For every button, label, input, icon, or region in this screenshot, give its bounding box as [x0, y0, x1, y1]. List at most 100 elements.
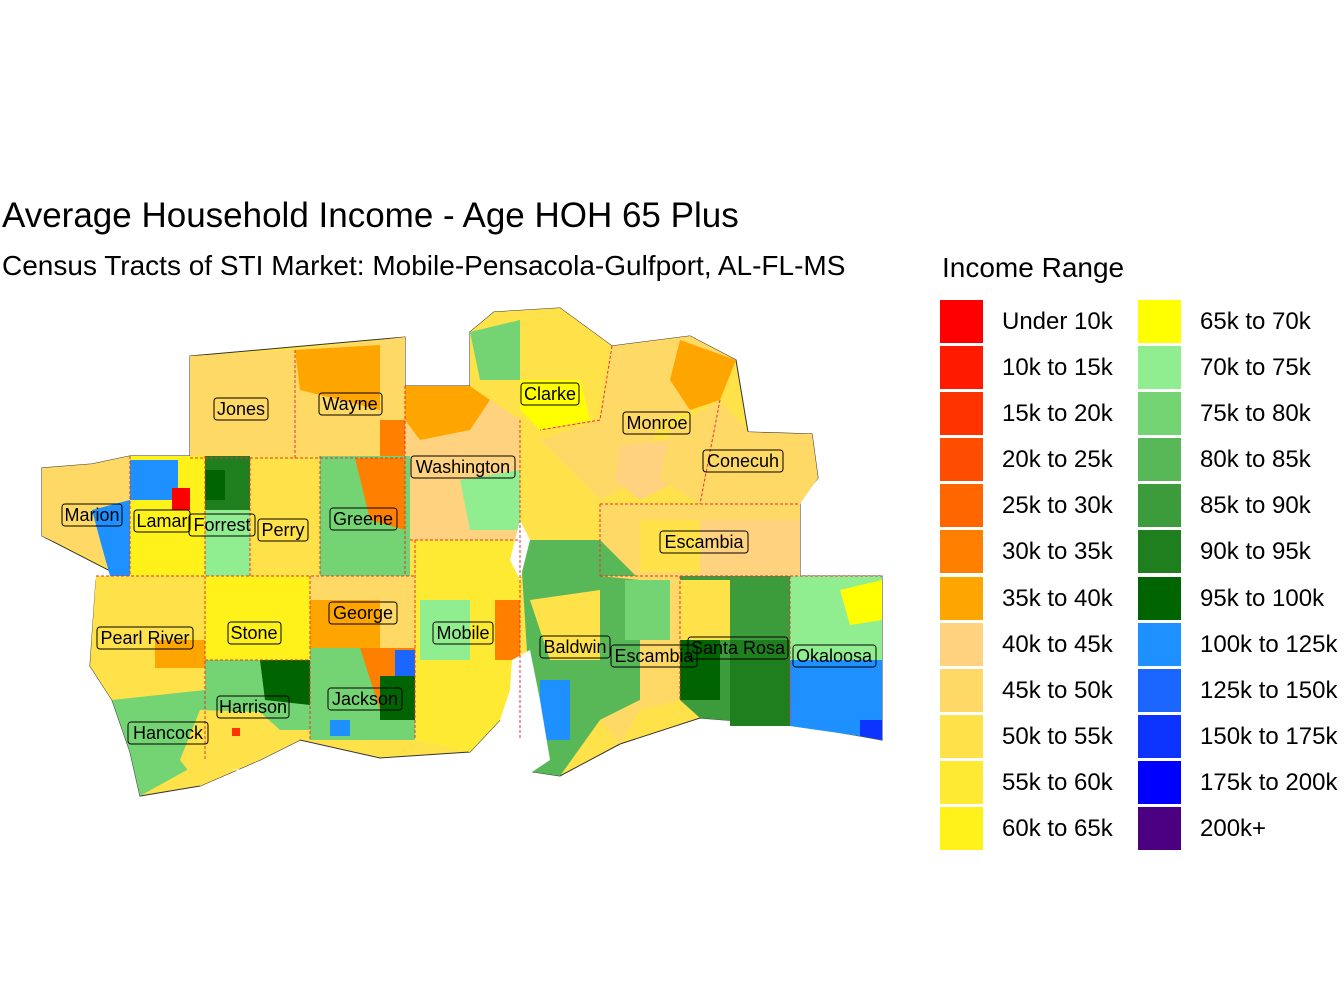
county-regions [42, 308, 882, 796]
county-label-wayne: Wayne [318, 392, 383, 416]
legend-swatch [940, 760, 983, 804]
legend-swatch [1138, 760, 1181, 804]
svg-text:Clarke: Clarke [524, 384, 576, 404]
county-region-hancock [112, 690, 205, 796]
svg-text:Marion: Marion [64, 505, 119, 525]
tract-wayne-north [295, 345, 380, 410]
tract-jackson-blue [395, 650, 415, 676]
county-boundaries [96, 345, 882, 760]
tract-marion-east [92, 500, 130, 576]
county-region-pearl-river [90, 576, 205, 700]
county-label-lamar: Lamar [133, 509, 191, 533]
tract-escambia-fl-north [625, 580, 670, 640]
legend-label: 65k to 70k [1200, 308, 1311, 335]
svg-text:Hancock: Hancock [133, 723, 204, 743]
svg-text:Monroe: Monroe [626, 413, 687, 433]
legend-label: 15k to 20k [1002, 400, 1113, 428]
tract-wayne-east [380, 420, 405, 456]
legend-swatch [940, 438, 983, 482]
county-region-jones [190, 350, 295, 458]
county-label-clarke: Clarke [520, 382, 580, 406]
legend-swatch [940, 484, 983, 528]
county-label-escambia-fl: Escambia [610, 644, 698, 668]
county-label-jones: Jones [213, 397, 269, 421]
legend-swatch [1138, 576, 1181, 620]
county-label-okaloosa: Okaloosa [792, 644, 877, 668]
legend-label: 20k to 25k [1002, 446, 1113, 474]
legend-label: 10k to 15k [1002, 354, 1113, 382]
tract-santa-rosa-dark [680, 640, 720, 700]
tract-gulf-coast-ms [180, 710, 300, 786]
county-label-monroe: Monroe [622, 411, 691, 435]
legend-label: 25k to 30k [1002, 492, 1113, 520]
tract-forrest-core [205, 470, 225, 500]
tract-monroe-east [670, 340, 736, 410]
legend-label: 30k to 35k [1002, 538, 1113, 566]
svg-text:Greene: Greene [333, 509, 393, 529]
tract-mobile-west [420, 600, 470, 660]
svg-text:Harrison: Harrison [219, 697, 287, 717]
tract-lamar-north [130, 460, 178, 500]
tract-baldwin-north [530, 590, 600, 660]
legend-swatch [940, 530, 983, 574]
county-label-hancock: Hancock [127, 721, 209, 745]
svg-text:Forrest: Forrest [193, 515, 250, 535]
svg-text:Stone: Stone [230, 623, 277, 643]
tract-santa-rosa-south [730, 640, 790, 726]
legend-label: 45k to 50k [1002, 676, 1113, 704]
svg-text:Escambia: Escambia [614, 646, 694, 666]
legend-swatch [940, 668, 983, 712]
legend-swatch [940, 392, 983, 436]
legend-label: 55k to 60k [1002, 768, 1113, 796]
legend-swatch [940, 622, 983, 666]
legend-label: 50k to 55k [1002, 722, 1113, 750]
svg-text:Jackson: Jackson [332, 689, 398, 709]
legend-swatch [1138, 714, 1181, 758]
legend-label: 80k to 85k [1200, 446, 1311, 474]
tract-baldwin-blue [540, 680, 570, 740]
legend-swatch [940, 714, 983, 758]
county-label-mobile: Mobile [432, 621, 494, 645]
tract-monroe-south [615, 440, 680, 500]
svg-text:Okaloosa: Okaloosa [796, 646, 873, 666]
legend-label: 75k to 80k [1200, 400, 1311, 428]
legend-label: 175k to 200k [1200, 768, 1338, 796]
legend-label: 70k to 75k [1200, 354, 1311, 382]
county-label-stone: Stone [227, 621, 282, 645]
county-label-forrest: Forrest [188, 513, 256, 537]
county-label-harrison: Harrison [216, 695, 290, 719]
legend-label: 90k to 95k [1200, 538, 1311, 566]
tract-okaloosa-coast [860, 720, 882, 740]
tract-greene-east [355, 458, 405, 530]
county-label-marion: Marion [61, 503, 123, 527]
county-label-jackson: Jackson [327, 687, 403, 711]
legend-title: Income Range [942, 252, 1125, 283]
svg-text:Conecuh: Conecuh [707, 451, 779, 471]
tract-lamar-red [172, 488, 190, 510]
tract-washington-north [405, 386, 490, 440]
svg-text:Washington: Washington [416, 457, 510, 477]
legend-label: 125k to 150k [1200, 676, 1338, 704]
svg-text:Mobile: Mobile [436, 623, 489, 643]
tract-escambia-al-east [700, 520, 800, 576]
svg-text:Jones: Jones [217, 399, 265, 419]
county-label-perry: Perry [257, 518, 309, 542]
legend-swatch [940, 346, 983, 390]
svg-text:Wayne: Wayne [322, 394, 377, 414]
legend-label: 95k to 100k [1200, 584, 1325, 612]
map-title: Average Household Income - Age HOH 65 Pl… [2, 196, 739, 235]
tract-okaloosa-south [790, 660, 882, 740]
tract-escambia-al-west [640, 520, 700, 572]
legend-label: 35k to 40k [1002, 584, 1113, 612]
svg-text:Perry: Perry [261, 520, 304, 540]
svg-text:Baldwin: Baldwin [543, 637, 606, 657]
legend-label: 60k to 65k [1002, 815, 1113, 843]
tract-okaloosa-north [840, 580, 882, 625]
legend-label: 100k to 125k [1200, 630, 1338, 658]
svg-text:Pearl River: Pearl River [100, 628, 189, 648]
legend-swatch [1138, 668, 1181, 712]
legend-swatch [1138, 438, 1181, 482]
map-subtitle: Census Tracts of STI Market: Mobile-Pens… [2, 250, 846, 281]
legend-swatch [940, 300, 983, 343]
